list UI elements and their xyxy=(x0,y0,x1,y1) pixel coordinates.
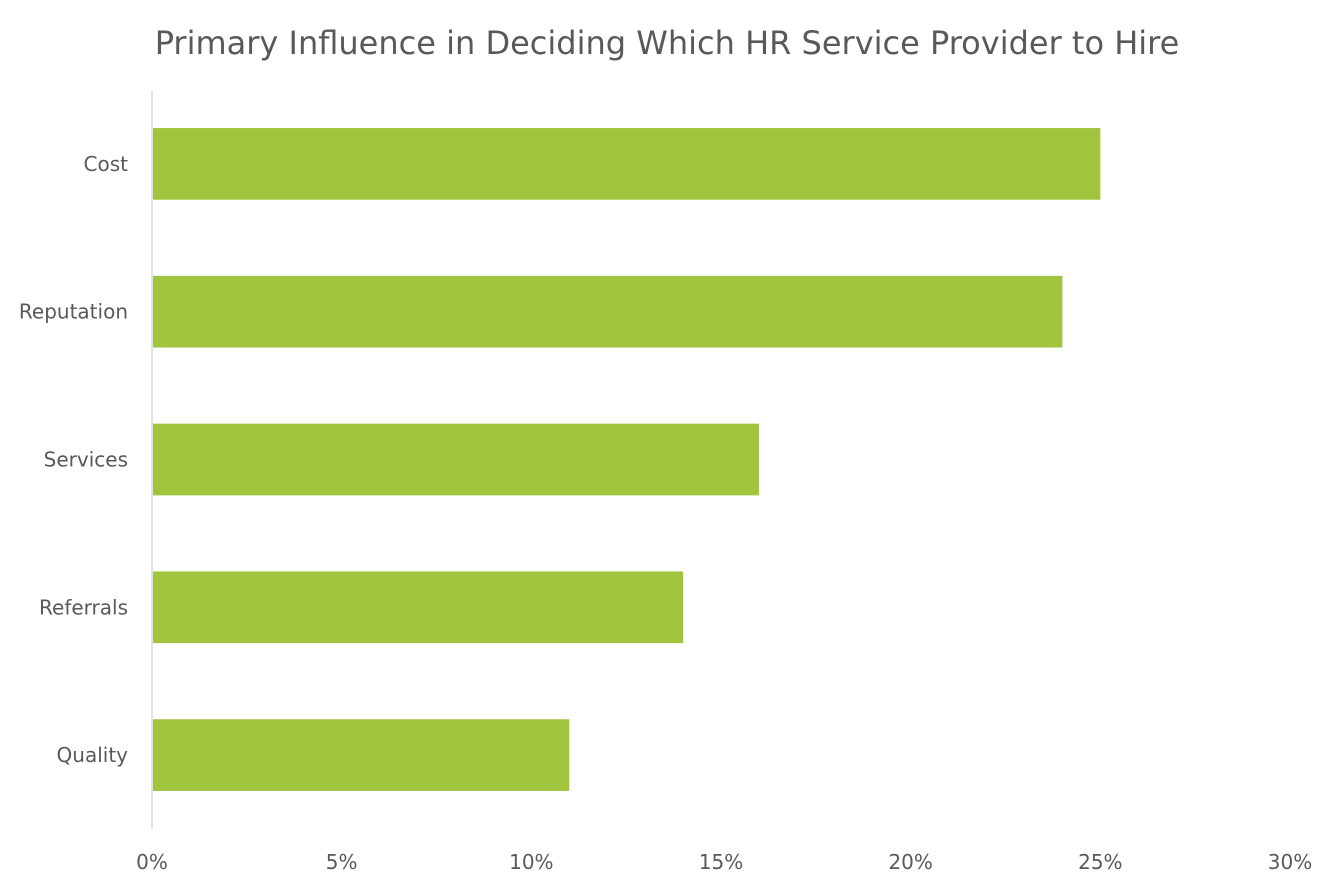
category-label-quality: Quality xyxy=(57,743,129,767)
x-tick-label: 20% xyxy=(888,850,932,874)
bar-referrals xyxy=(153,571,684,644)
category-label-cost: Cost xyxy=(84,152,129,176)
bar-cost xyxy=(153,128,1101,200)
category-label-reputation: Reputation xyxy=(19,300,128,324)
category-labels: Cost Reputation Services Referrals Quality xyxy=(19,152,128,767)
bar-services xyxy=(153,423,759,496)
category-label-referrals: Referrals xyxy=(39,595,128,619)
x-tick-label: 0% xyxy=(136,850,168,874)
bar-reputation xyxy=(153,275,1063,348)
chart-title: Primary Influence in Deciding Which HR S… xyxy=(155,24,1180,62)
x-tick-label: 30% xyxy=(1268,850,1312,874)
x-tick-label: 25% xyxy=(1078,850,1122,874)
bar-quality xyxy=(153,719,570,791)
bars-group xyxy=(153,128,1101,791)
x-tick-label: 5% xyxy=(326,850,358,874)
category-label-services: Services xyxy=(44,448,128,472)
x-tick-label: 15% xyxy=(699,850,743,874)
x-axis-tick-labels: 0% 5% 10% 15% 20% 25% 30% xyxy=(136,850,1312,874)
x-tick-label: 10% xyxy=(509,850,553,874)
